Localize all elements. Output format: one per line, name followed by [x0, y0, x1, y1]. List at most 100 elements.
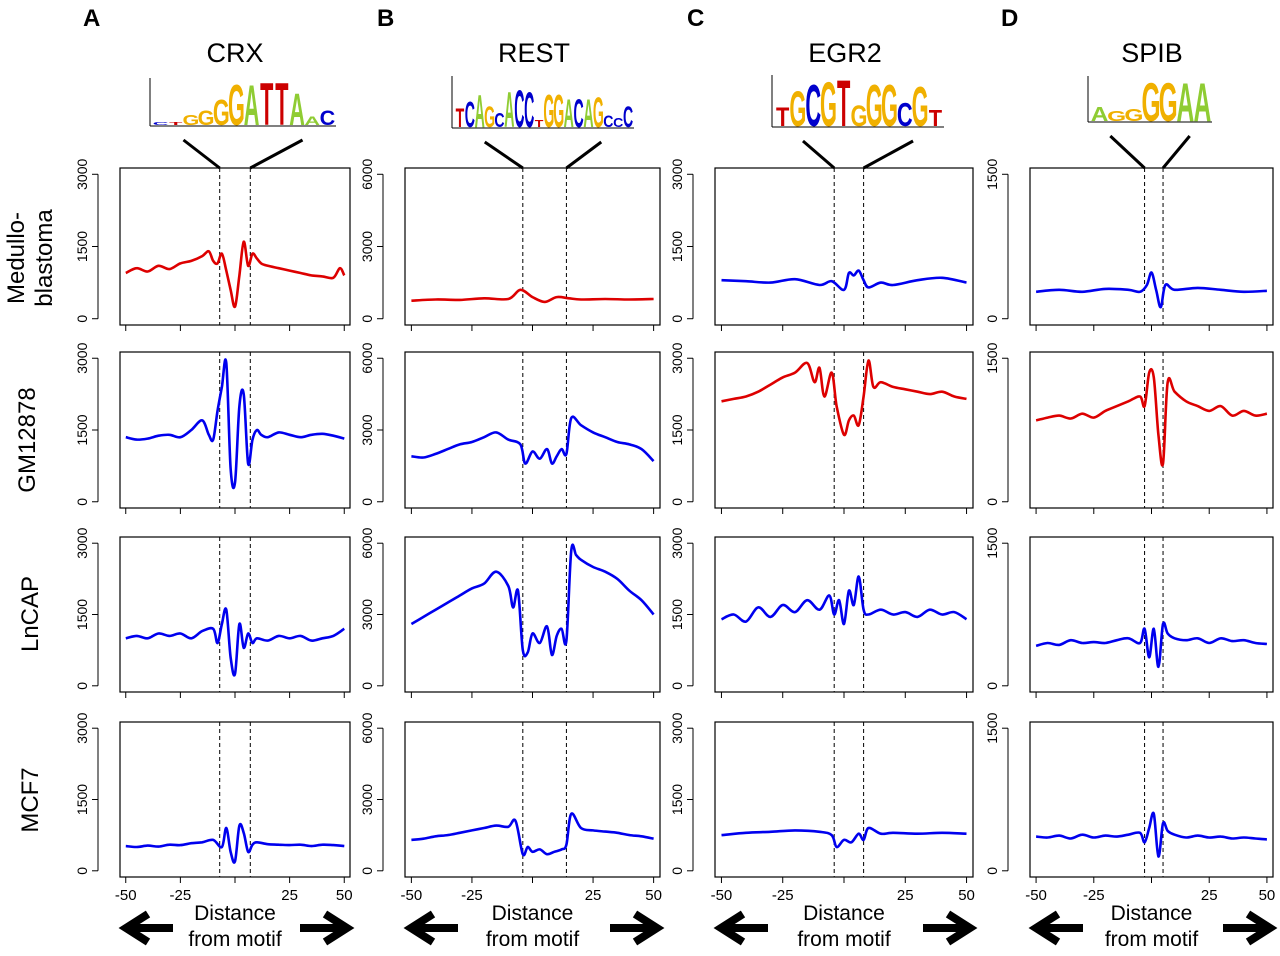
panel-rest-lncap: 0 3000 6000 [359, 527, 661, 698]
panel-crx-mcf7: 0 1500 3000 [74, 712, 351, 883]
motif-letter: C [514, 81, 524, 140]
y-tick-label: 1500 [74, 414, 90, 445]
y-tick-label: 0 [984, 315, 1000, 323]
y-tick-label: 1500 [669, 599, 685, 630]
x-tick-label: 50 [1259, 887, 1276, 904]
motif-letter: C [603, 113, 613, 131]
motif-letter: C [524, 82, 534, 138]
motif-letter: C [320, 106, 336, 130]
motif-letter: G [182, 111, 199, 128]
panel-crx-medulloblastoma: 0 1500 3000 [74, 159, 351, 331]
y-tick-label: 3000 [359, 231, 375, 262]
y-tick-label: 6000 [359, 527, 375, 558]
panel-frame [1029, 721, 1274, 878]
panel-rest-medulloblastoma: 0 3000 6000 [359, 159, 661, 331]
x-tick-label: -50 [711, 887, 733, 904]
panel-crx-gm12878: 0 1500 3000 [74, 342, 351, 514]
y-tick-label: 1500 [74, 231, 90, 262]
series-line [721, 269, 967, 292]
y-tick-label: 3000 [669, 527, 685, 558]
zoom-line-left [1109, 134, 1146, 170]
y-tick-label: 0 [669, 498, 685, 506]
x-tick-label: -50 [1025, 887, 1047, 904]
tf-title-rest: REST [498, 38, 570, 68]
motif-letter: A [475, 86, 485, 137]
y-tick-label: 1500 [669, 231, 685, 262]
zoom-line-right [1161, 135, 1191, 169]
x-axis-label-line2: from motif [188, 928, 282, 951]
x-tick-label: 25 [281, 887, 298, 904]
series-line [125, 822, 345, 864]
motif-letter: A [1176, 72, 1194, 134]
y-tick-label: 1500 [669, 784, 685, 815]
motif-letter: C [574, 92, 584, 136]
motif-letter: C [805, 72, 821, 140]
line-panels: 0 1500 3000 0 3000 6000 0 1500 3000 0 1500 0 1500 300… [74, 159, 1274, 883]
motif-letter: G [593, 88, 604, 136]
panel-frame [404, 167, 661, 326]
panel-crx-lncap: 0 1500 3000 [74, 527, 351, 698]
motif-letter: G [1107, 109, 1126, 125]
motif-letter: G [851, 99, 868, 133]
zoom-line-left [483, 140, 524, 170]
y-tick-label: 3000 [74, 527, 90, 558]
series-line [411, 415, 655, 465]
series-line [411, 812, 654, 857]
series-line [125, 240, 346, 309]
motif-letter: G [881, 72, 898, 140]
y-tick-label: 0 [74, 682, 90, 690]
zoom-line-right [862, 139, 914, 170]
motif-logo-rest: T C A G C A C C T GG A C A G C C C [451, 76, 634, 140]
series-line [1035, 811, 1267, 858]
series-line [1035, 271, 1267, 309]
y-tick-label: 1500 [984, 527, 1000, 558]
motif-letter: G [198, 106, 215, 130]
motif-letter: A [1194, 72, 1212, 134]
x-axis-label-line2: from motif [1105, 928, 1199, 951]
arrow-left-icon [403, 910, 458, 946]
y-tick-label: 0 [359, 682, 375, 690]
motif-letter: C [623, 100, 633, 133]
panel-spib-lncap: 0 1500 [984, 527, 1274, 698]
y-tick-label: 3000 [359, 414, 375, 445]
x-tick-label: 25 [585, 887, 602, 904]
y-tick-label: 0 [669, 315, 685, 323]
row-label-blastoma: blastoma [31, 209, 58, 307]
arrow-right-icon [923, 910, 978, 946]
panel-letter-c: C [687, 5, 704, 32]
panel-egr2-medulloblastoma: 0 1500 3000 [669, 159, 974, 331]
motif-letter: G [789, 82, 806, 138]
y-tick-label: 1500 [984, 342, 1000, 373]
motif-letter: T [535, 118, 544, 129]
motif-letter: A [289, 84, 305, 135]
zoom-line-right [565, 140, 603, 170]
motif-letter: G [484, 100, 495, 133]
panel-frame [404, 721, 661, 878]
row-label-mcf7: MCF7 [17, 767, 44, 832]
panel-spib-gm12878: 0 1500 [984, 342, 1274, 514]
x-axis-label-line1: Distance [492, 902, 574, 925]
motif-letter: G [213, 93, 230, 133]
y-tick-label: 3000 [359, 784, 375, 815]
series-line [410, 543, 655, 658]
motif-letter: G [553, 86, 564, 137]
motif-letter: C [613, 115, 623, 130]
motif-letter: C [153, 122, 169, 127]
x-tick-label: 50 [958, 887, 975, 904]
y-tick-label: 1500 [984, 159, 1000, 190]
motif-letter: C [494, 109, 504, 132]
panel-frame [1029, 167, 1274, 326]
panel-frame [1029, 351, 1274, 509]
motif-letter: T [456, 105, 465, 134]
series-line [1035, 621, 1268, 669]
motif-letter: G [1159, 72, 1178, 134]
row-label-lncap: LnCAP [17, 576, 44, 652]
y-tick-label: 3000 [74, 712, 90, 743]
motif-letter: C [897, 96, 913, 133]
y-tick-label: 0 [359, 867, 375, 875]
motif-letter: G [912, 76, 929, 139]
y-tick-label: 0 [669, 867, 685, 875]
y-tick-label: 0 [359, 315, 375, 323]
